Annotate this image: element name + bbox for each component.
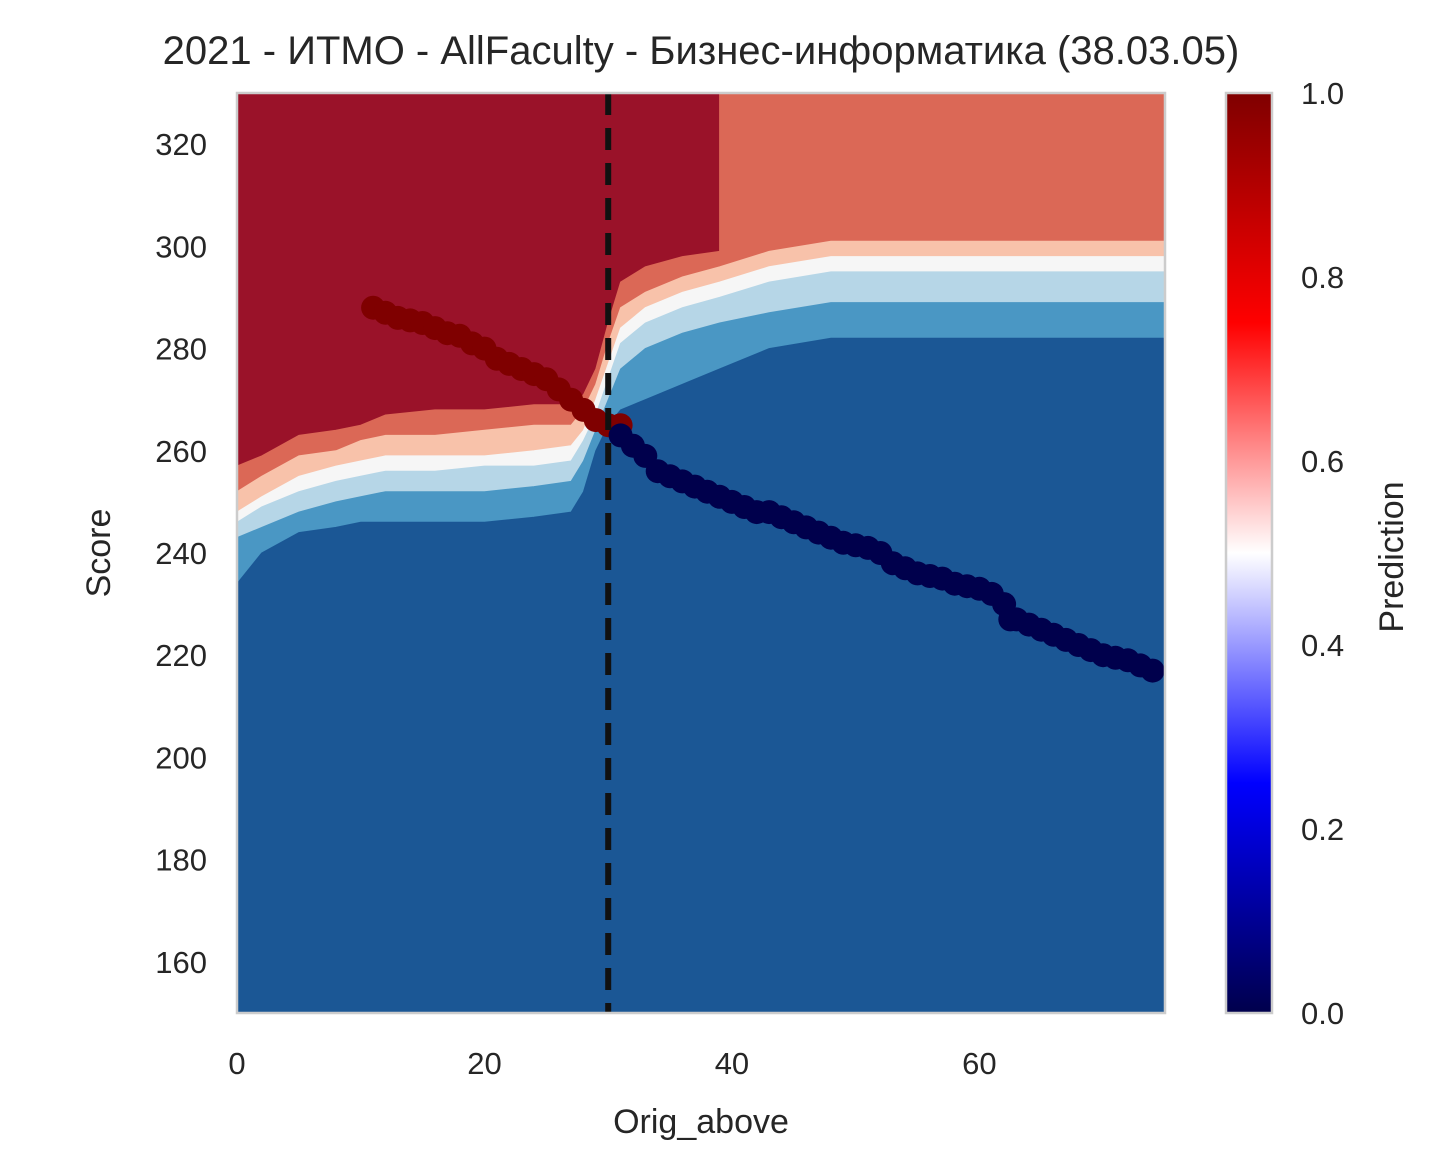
colorbar-frame [1224,91,1274,1015]
y-tick-label: 320 [155,127,207,162]
y-tick-label: 180 [155,843,207,878]
colorbar-tick-label: 0.6 [1301,444,1344,479]
x-axis-label: Orig_above [613,1103,789,1141]
x-tick-label: 40 [715,1046,749,1081]
plot-area [235,91,1167,1015]
x-axis: 0 20 40 60 [228,1046,996,1081]
y-axis-label: Score [80,509,118,598]
colorbar-tick-label: 0.4 [1301,628,1344,663]
x-tick-label: 20 [467,1046,501,1081]
colorbar-tick-label: 0.8 [1301,260,1344,295]
scatter-point-1-44 [1140,658,1165,683]
chart-title: 2021 - ИТМО - AllFaculty - Бизнес-информ… [163,29,1240,73]
y-tick-label: 200 [155,740,207,775]
y-tick-label: 260 [155,434,207,469]
plot-frame [235,91,1167,1015]
y-tick-label: 220 [155,638,207,673]
y-tick-label: 280 [155,332,207,367]
colorbar-tick-label: 0.2 [1301,812,1344,847]
y-tick-label: 300 [155,229,207,264]
x-tick-label: 60 [962,1046,996,1081]
y-tick-label: 160 [155,945,207,980]
x-tick-label: 0 [228,1046,245,1081]
colorbar-tick-label: 1.0 [1301,76,1344,111]
y-axis: 160 180 200 220 240 260 280 300 320 [155,127,207,980]
colorbar-label: Prediction [1373,481,1411,632]
y-tick-label: 240 [155,536,207,571]
colorbar-tick-label: 0.0 [1301,996,1344,1031]
colorbar-gradient [1226,93,1272,1013]
colorbar: 0.0 0.2 0.4 0.6 0.8 1.0 Prediction [1224,76,1411,1031]
